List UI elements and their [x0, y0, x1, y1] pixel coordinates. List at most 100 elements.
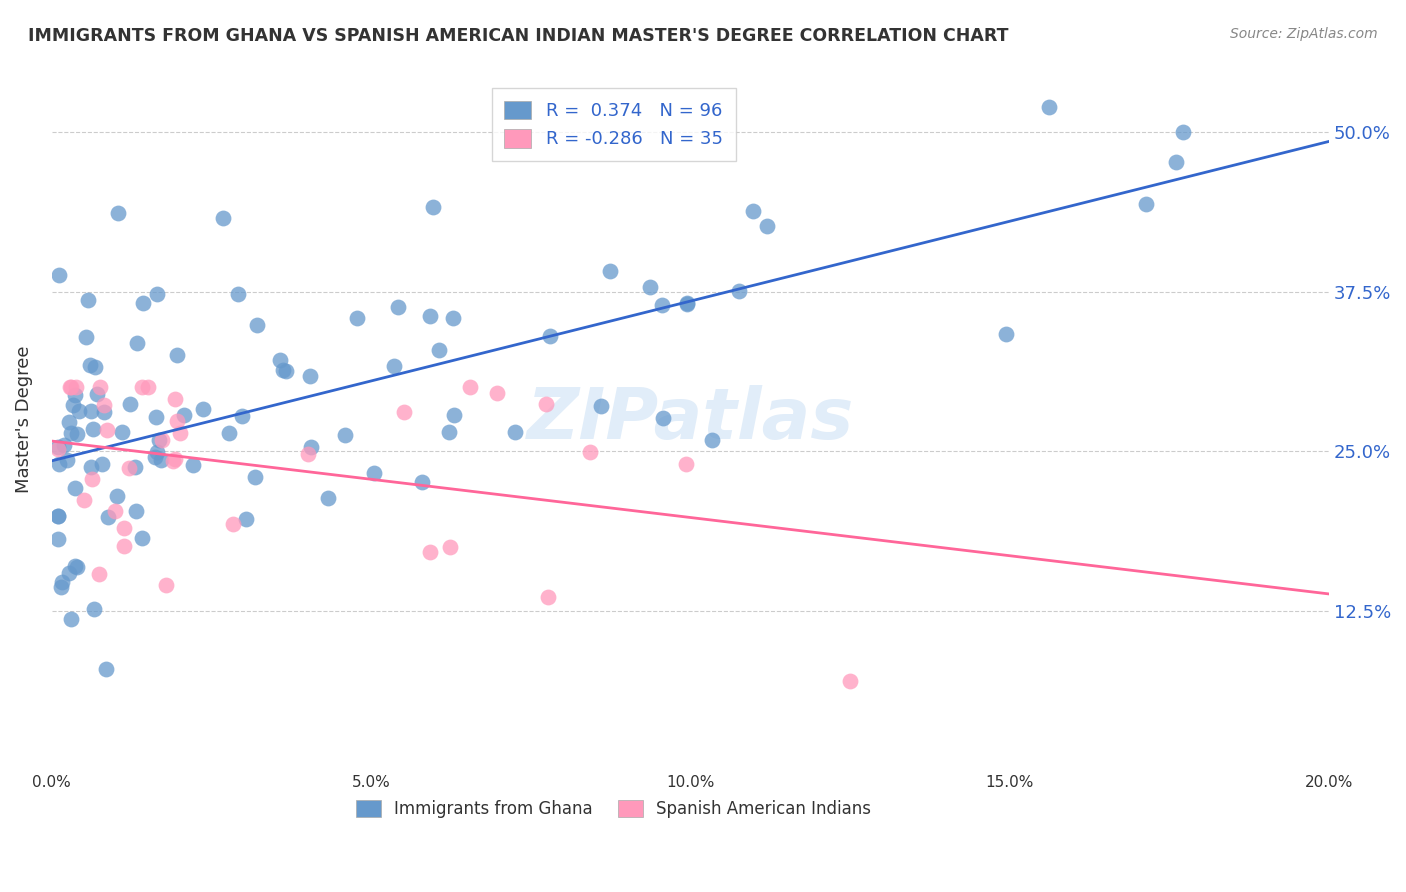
Point: [150, 433, 173, 447]
Point: [83, 601, 105, 615]
Point: [235, 512, 257, 526]
Point: [742, 203, 765, 218]
Point: [82, 422, 104, 436]
Point: [439, 425, 461, 439]
Point: [162, 454, 184, 468]
Point: [169, 425, 191, 440]
Point: [439, 540, 461, 554]
Point: [46, 509, 69, 524]
Point: [60, 612, 83, 626]
Point: [67, 403, 90, 417]
Point: [269, 353, 291, 368]
Point: [994, 327, 1017, 342]
Point: [599, 264, 621, 278]
Point: [316, 491, 339, 505]
Point: [131, 531, 153, 545]
Point: [297, 448, 319, 462]
Point: [146, 286, 169, 301]
Point: [155, 577, 177, 591]
Point: [538, 328, 561, 343]
Y-axis label: Master's Degree: Master's Degree: [15, 345, 32, 493]
Point: [226, 286, 249, 301]
Point: [131, 380, 153, 394]
Point: [145, 445, 167, 459]
Point: [112, 539, 135, 553]
Point: [125, 503, 148, 517]
Point: [117, 461, 139, 475]
Point: [111, 425, 134, 439]
Point: [52, 438, 75, 452]
Point: [651, 298, 673, 312]
Point: [46, 508, 69, 523]
Point: [93, 398, 115, 412]
Point: [149, 453, 172, 467]
Point: [89, 566, 111, 581]
Point: [58, 566, 80, 580]
Point: [62, 398, 84, 412]
Point: [63, 481, 86, 495]
Point: [89, 380, 111, 394]
Point: [48, 457, 70, 471]
Point: [579, 445, 602, 459]
Point: [218, 426, 240, 441]
Point: [1038, 100, 1060, 114]
Text: ZIPatlas: ZIPatlas: [527, 384, 853, 454]
Point: [166, 348, 188, 362]
Point: [755, 219, 778, 233]
Point: [55, 452, 77, 467]
Point: [676, 296, 699, 310]
Point: [86, 387, 108, 401]
Point: [274, 363, 297, 377]
Point: [127, 335, 149, 350]
Point: [271, 363, 294, 377]
Point: [65, 380, 87, 394]
Point: [638, 280, 661, 294]
Point: [58, 415, 80, 429]
Point: [166, 414, 188, 428]
Point: [165, 452, 187, 467]
Point: [231, 409, 253, 424]
Point: [80, 460, 103, 475]
Point: [700, 433, 723, 447]
Point: [299, 441, 322, 455]
Point: [243, 470, 266, 484]
Point: [124, 460, 146, 475]
Point: [91, 458, 114, 472]
Point: [83, 359, 105, 374]
Point: [212, 211, 235, 225]
Point: [333, 428, 356, 442]
Point: [96, 423, 118, 437]
Point: [93, 405, 115, 419]
Point: [46, 442, 69, 456]
Point: [675, 297, 697, 311]
Point: [63, 388, 86, 402]
Point: [145, 409, 167, 424]
Point: [411, 475, 433, 490]
Text: Source: ZipAtlas.com: Source: ZipAtlas.com: [1230, 27, 1378, 41]
Point: [651, 411, 673, 425]
Point: [51, 574, 73, 589]
Text: IMMIGRANTS FROM GHANA VS SPANISH AMERICAN INDIAN MASTER'S DEGREE CORRELATION CHA: IMMIGRANTS FROM GHANA VS SPANISH AMERICA…: [28, 27, 1008, 45]
Point: [363, 467, 385, 481]
Point: [48, 268, 70, 283]
Point: [46, 440, 69, 454]
Point: [458, 380, 481, 394]
Point: [65, 558, 87, 573]
Point: [105, 489, 128, 503]
Point: [486, 386, 509, 401]
Point: [534, 397, 557, 411]
Point: [191, 402, 214, 417]
Point: [94, 662, 117, 676]
Point: [246, 318, 269, 332]
Point: [1135, 197, 1157, 211]
Point: [1171, 125, 1194, 139]
Point: [298, 369, 321, 384]
Point: [419, 545, 441, 559]
Point: [148, 433, 170, 447]
Point: [181, 458, 204, 472]
Point: [346, 311, 368, 326]
Point: [163, 392, 186, 406]
Point: [173, 408, 195, 422]
Point: [60, 426, 83, 441]
Point: [422, 200, 444, 214]
